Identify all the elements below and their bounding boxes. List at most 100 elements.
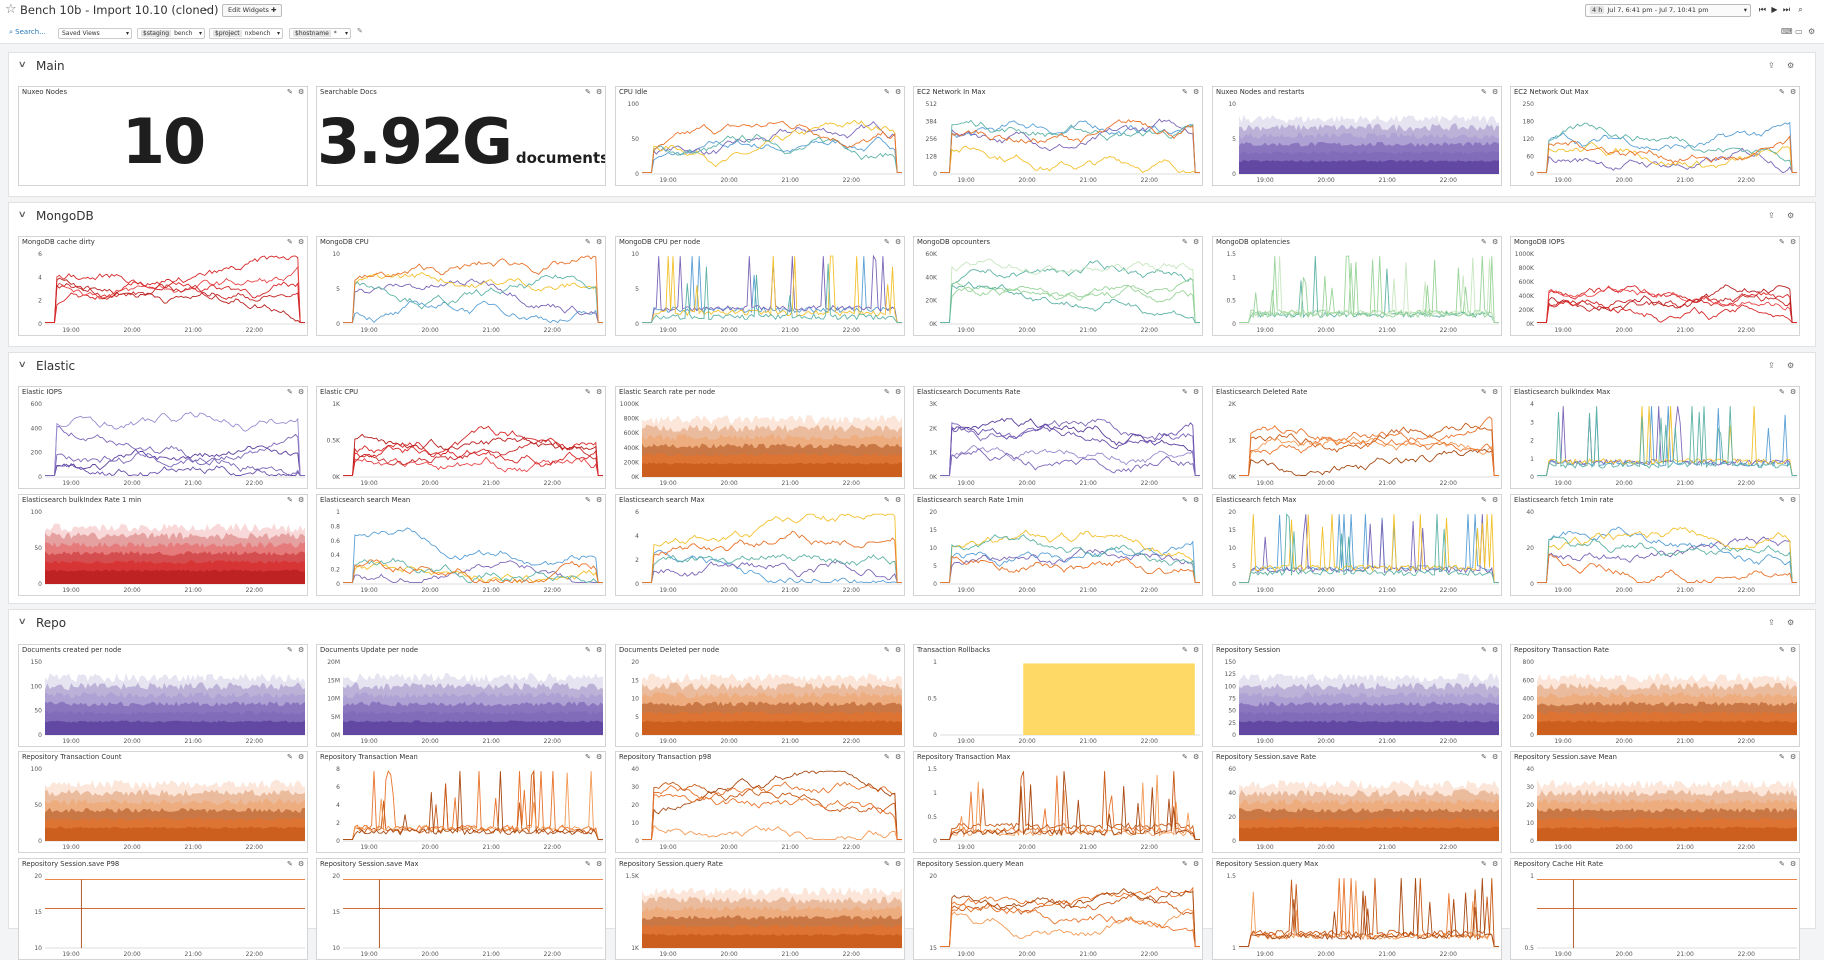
gear-icon[interactable]: ⚙: [596, 753, 603, 761]
gear-icon[interactable]: ⚙: [298, 88, 305, 96]
panel-elasticsearch-bulkindex-rate-1-min[interactable]: Elasticsearch bulkIndex Rate 1 min ✎ ⚙ 0 50 1…: [18, 494, 308, 596]
share-icon[interactable]: ⇪: [1768, 61, 1775, 70]
search-icon[interactable]: ⌕: [1798, 5, 1803, 14]
panel-repository-transaction-mean[interactable]: Repository Transaction Mean ✎ ⚙ 0 2 4 6 8 19:00 2…: [316, 751, 606, 853]
gear-icon[interactable]: ⚙: [1193, 646, 1200, 654]
pencil-icon[interactable]: ✎: [1779, 646, 1785, 654]
panel-elastic-iops[interactable]: Elastic IOPS ✎ ⚙ 0 200 400 600 19:00 20:00 21:00 2…: [18, 386, 308, 489]
pencil-icon[interactable]: ✎: [884, 388, 890, 396]
panel-nuxeo-nodes-and-restarts[interactable]: Nuxeo Nodes and restarts ✎ ⚙ 0 5 10 19:00 20:00…: [1212, 86, 1502, 186]
panel-elasticsearch-search-rate-1min[interactable]: Elasticsearch search Rate 1min ✎ ⚙ 0 5 10 15 20…: [913, 494, 1203, 596]
tv-mode-icon[interactable]: ▭: [1795, 27, 1803, 36]
panel-repository-cache-hit-rate[interactable]: Repository Cache Hit Rate ✎ ⚙ 0.5 1 19:00 20:0…: [1510, 858, 1800, 960]
chart-elasticsearch-search-rate-1min[interactable]: 0 5 10 15 20 19:00 20:00 21:00 22:00: [914, 495, 1203, 596]
gear-icon[interactable]: ⚙: [895, 238, 902, 246]
pencil-icon[interactable]: ✎: [884, 238, 890, 246]
chart-repository-session-save-mean[interactable]: 0 10 20 30 40 19:00 20:00 21:00 22:00: [1511, 752, 1800, 853]
gear-icon[interactable]: ⚙: [1492, 388, 1499, 396]
gear-icon[interactable]: ⚙: [298, 388, 305, 396]
pencil-icon[interactable]: ✎: [287, 388, 293, 396]
gear-icon[interactable]: ⚙: [1790, 646, 1797, 654]
chart-repository-transaction-p98[interactable]: 0 10 20 30 40 19:00 20:00 21:00 22:00: [616, 752, 905, 853]
panel-repository-transaction-max[interactable]: Repository Transaction Max ✎ ⚙ 0 0.5 1 1.5 19:0…: [913, 751, 1203, 853]
gear-icon[interactable]: ⚙: [596, 496, 603, 504]
pencil-icon[interactable]: ✎: [585, 238, 591, 246]
pencil-icon[interactable]: ✎: [884, 88, 890, 96]
pencil-icon[interactable]: ✎: [287, 646, 293, 654]
gear-icon[interactable]: ⚙: [1492, 496, 1499, 504]
pencil-icon[interactable]: ✎: [884, 753, 890, 761]
panel-repository-session[interactable]: Repository Session ✎ ⚙ 0 25 50 75 100 125 150 19:0…: [1212, 644, 1502, 747]
panel-elasticsearch-bulkindex-max[interactable]: Elasticsearch bulkIndex Max ✎ ⚙ 0 1 2 3 4 19:00 2…: [1510, 386, 1800, 489]
chart-mongodb-cpu-per-node[interactable]: 0 5 10 19:00 20:00 21:00 22:00: [616, 237, 905, 336]
section-header[interactable]: ∨ Main ⇪ ⚙: [9, 53, 1815, 81]
gear-icon[interactable]: ⚙: [1492, 88, 1499, 96]
gear-icon[interactable]: ⚙: [1492, 753, 1499, 761]
chart-repository-session-save-max[interactable]: 10 15 20 19:00 20:00 21:00 22:00: [317, 859, 606, 960]
pencil-icon[interactable]: ✎: [1481, 388, 1487, 396]
gear-icon[interactable]: ⚙: [1193, 388, 1200, 396]
chevron-down-icon[interactable]: ∨: [17, 617, 27, 627]
panel-documents-created-per-node[interactable]: Documents created per node ✎ ⚙ 0 50 100 150 19:…: [18, 644, 308, 747]
pencil-icon[interactable]: ✎: [1182, 388, 1188, 396]
chart-elasticsearch-search-mean[interactable]: 0 0.2 0.4 0.6 0.8 1 19:00 20:00 21:00 22:00: [317, 495, 606, 596]
chart-elasticsearch-fetch-1min-rate[interactable]: 0 20 40 19:00 20:00 21:00 22:00: [1511, 495, 1800, 596]
gear-icon[interactable]: ⚙: [895, 753, 902, 761]
gear-icon[interactable]: ⚙: [895, 88, 902, 96]
chart-nuxeo-nodes-and-restarts[interactable]: 0 5 10 19:00 20:00 21:00 22:00: [1213, 87, 1502, 186]
pencil-icon[interactable]: ✎: [1182, 646, 1188, 654]
pencil-icon[interactable]: ✎: [1182, 88, 1188, 96]
pencil-icon[interactable]: ✎: [287, 496, 293, 504]
pencil-icon[interactable]: ✎: [884, 646, 890, 654]
gear-icon[interactable]: ⚙: [596, 88, 603, 96]
pencil-icon[interactable]: ✎: [1481, 860, 1487, 868]
share-icon[interactable]: ⇪: [1768, 361, 1775, 370]
chart-mongodb-cpu[interactable]: 0 5 10 19:00 20:00 21:00 22:00: [317, 237, 606, 336]
gear-icon[interactable]: ⚙: [298, 238, 305, 246]
chart-ec2-network-in-max[interactable]: 0 128 256 384 512 19:00 20:00 21:00 22:00: [914, 87, 1203, 186]
gear-icon[interactable]: ⚙: [1787, 361, 1795, 370]
chart-mongodb-oplatencies[interactable]: 0 0.5 1 1.5 19:00 20:00 21:00 22:00: [1213, 237, 1502, 336]
pencil-icon[interactable]: ✎: [585, 646, 591, 654]
gear-icon[interactable]: ⚙: [1790, 860, 1797, 868]
panel-repository-transaction-count[interactable]: Repository Transaction Count ✎ ⚙ 0 50 100 19:0…: [18, 751, 308, 853]
chart-mongodb-cache-dirty[interactable]: 0 2 4 6 19:00 20:00 21:00 22:00: [19, 237, 308, 336]
panel-mongodb-opcounters[interactable]: MongoDB opcounters ✎ ⚙ 0K 20K 40K 60K 19:00 20:0…: [913, 236, 1203, 336]
gear-icon[interactable]: ⚙: [1787, 61, 1795, 70]
share-icon[interactable]: ⇪: [1768, 211, 1775, 220]
panel-documents-deleted-per-node[interactable]: Documents Deleted per node ✎ ⚙ 0 5 10 15 20 19:0…: [615, 644, 905, 747]
chart-documents-created-per-node[interactable]: 0 50 100 150 19:00 20:00 21:00 22:00: [19, 645, 308, 747]
chart-documents-update-per-node[interactable]: 0M 5M 10M 15M 20M 19:00 20:00 21:00 22:00: [317, 645, 606, 747]
panel-elasticsearch-search-max[interactable]: Elasticsearch search Max ✎ ⚙ 0 2 4 6 19:00 20:00…: [615, 494, 905, 596]
chart-elasticsearch-bulkindex-max[interactable]: 0 1 2 3 4 19:00 20:00 21:00 22:00: [1511, 387, 1800, 489]
share-icon[interactable]: ⇪: [1768, 618, 1775, 627]
panel-repository-session-query-mean[interactable]: Repository Session.query Mean ✎ ⚙ 15 20 19:00…: [913, 858, 1203, 960]
panel-repository-session-query-rate[interactable]: Repository Session.query Rate ✎ ⚙ 1K 1.5K 19:…: [615, 858, 905, 960]
panel-elasticsearch-search-mean[interactable]: Elasticsearch search Mean ✎ ⚙ 0 0.2 0.4 0.6 0.8…: [316, 494, 606, 596]
gear-icon[interactable]: ⚙: [596, 860, 603, 868]
chart-repository-transaction-max[interactable]: 0 0.5 1 1.5 19:00 20:00 21:00 22:00: [914, 752, 1203, 853]
panel-elasticsearch-fetch-max[interactable]: Elasticsearch fetch Max ✎ ⚙ 0 5 10 15 20 19:00 20…: [1212, 494, 1502, 596]
panel-mongodb-iops[interactable]: MongoDB IOPS ✎ ⚙ 0K 200K 400K 600K 800K 1000K 19:…: [1510, 236, 1800, 336]
chart-transaction-rollbacks[interactable]: 0 0.5 1 19:00 20:00 21:00 22:00: [914, 645, 1203, 747]
pencil-icon[interactable]: ✎: [1779, 238, 1785, 246]
chart-ec2-network-out-max[interactable]: 0 60 120 180 250 19:00 20:00 21:00 22:00: [1511, 87, 1800, 186]
gear-icon[interactable]: ⚙: [298, 496, 305, 504]
panel-repository-session-query-max[interactable]: Repository Session.query Max ✎ ⚙ 1 1.5 19:00 2…: [1212, 858, 1502, 960]
chart-repository-session[interactable]: 0 25 50 75 100 125 150 19:00 20:00 21:00 22:00: [1213, 645, 1502, 747]
pencil-icon[interactable]: ✎: [1779, 496, 1785, 504]
play-icon[interactable]: ▶: [1771, 5, 1778, 14]
gear-icon[interactable]: ⚙: [1193, 753, 1200, 761]
section-header[interactable]: ∨ Elastic ⇪ ⚙: [9, 353, 1815, 381]
panel-cpu-idle[interactable]: CPU Idle ✎ ⚙ 0 50 100 19:00 20:00 21:00 22:00: [615, 86, 905, 186]
pencil-icon[interactable]: ✎: [1779, 753, 1785, 761]
chart-elastic-search-rate-per-node[interactable]: 0K 200K 400K 600K 800K 1000K 19:00 20:00 21:00 22…: [616, 387, 905, 489]
pencil-icon[interactable]: ✎: [585, 88, 591, 96]
gear-icon[interactable]: ⚙: [1492, 238, 1499, 246]
pencil-icon[interactable]: ✎: [1182, 238, 1188, 246]
gear-icon[interactable]: ⚙: [1193, 860, 1200, 868]
pencil-icon[interactable]: ✎: [1182, 496, 1188, 504]
pencil-icon[interactable]: ✎: [1779, 88, 1785, 96]
pencil-icon[interactable]: ✎: [357, 27, 363, 35]
chart-elastic-iops[interactable]: 0 200 400 600 19:00 20:00 21:00 22:00: [19, 387, 308, 489]
